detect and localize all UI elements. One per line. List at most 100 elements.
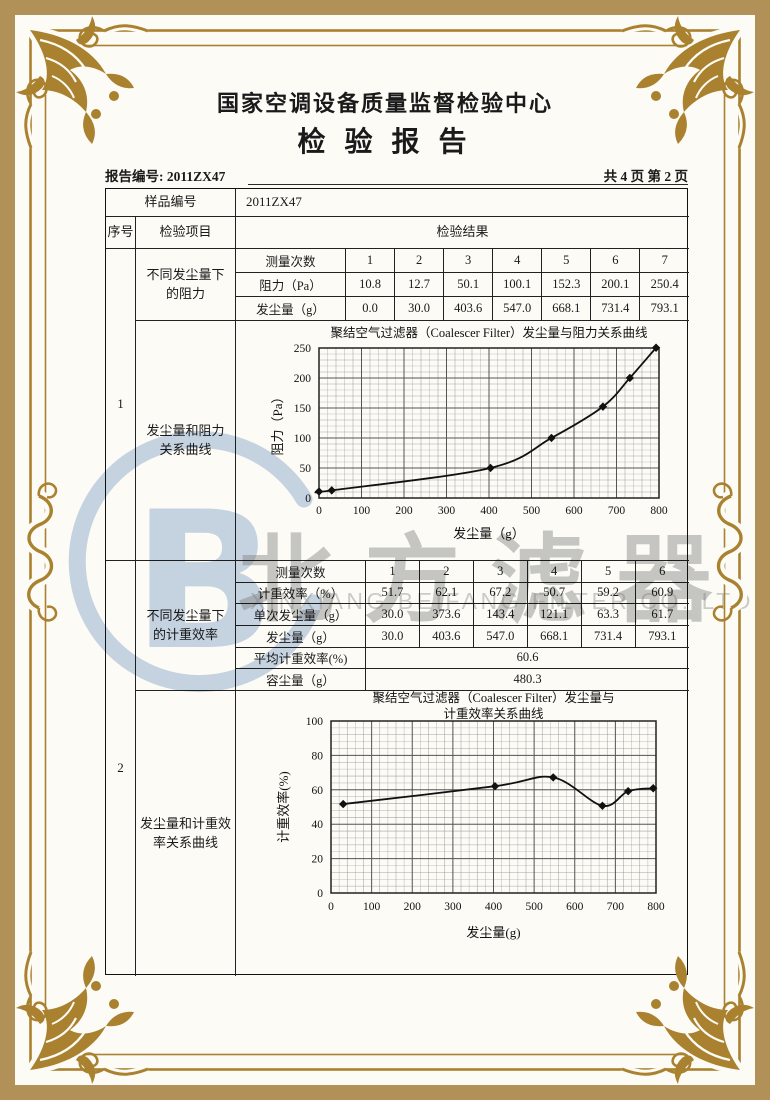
table-cell: 1 xyxy=(344,248,396,273)
y-axis-label: 计重效率(%) xyxy=(276,771,291,843)
table-cell: 403.6 xyxy=(443,296,494,321)
row-label: 阻力（Pa） xyxy=(235,271,346,298)
data-point-marker xyxy=(490,781,500,791)
table-cell: 0.0 xyxy=(344,296,396,321)
section1-seq: 1 xyxy=(106,249,136,561)
efficiency-data-table: 测量次数 1 2 3 4 5 6 计重效率（%） 51.7 62.1 67.2 50.7 59.2 60.… xyxy=(235,560,690,691)
table-cell: 30.0 xyxy=(365,624,420,648)
y-tick-label: 80 xyxy=(312,750,324,762)
y-tick-label: 100 xyxy=(306,716,324,728)
table-cell: 5 xyxy=(541,248,592,273)
data-point-marker xyxy=(314,487,324,496)
table-cell: 403.6 xyxy=(418,624,474,648)
x-tick-label: 300 xyxy=(444,901,462,913)
col-header-seq: 序号 xyxy=(106,217,136,249)
sample-number-value: 2011ZX47 xyxy=(236,189,689,217)
merged-value-cell: 480.3 xyxy=(365,668,690,691)
table-cell: 5 xyxy=(580,560,636,583)
x-axis-label: 发尘量(g) xyxy=(466,925,520,940)
y-axis-label: 阻力（Pa） xyxy=(270,390,285,455)
table-cell: 731.4 xyxy=(590,296,641,321)
data-point-marker xyxy=(338,799,348,809)
resistance-chart-region: 聚结空气过滤器（Coalescer Filter）发尘量与阻力关系曲线 0 100 2… xyxy=(236,321,689,561)
table-cell: 3 xyxy=(443,248,494,273)
table-cell: 547.0 xyxy=(472,624,528,648)
x-tick-label: 200 xyxy=(404,901,422,913)
table-cell: 50.1 xyxy=(443,271,494,298)
table-cell: 793.1 xyxy=(639,296,690,321)
chart-title: 聚结空气过滤器（Coalescer Filter）发尘量与 xyxy=(373,691,615,705)
table-cell: 50.7 xyxy=(526,581,582,605)
table-cell: 100.1 xyxy=(492,271,543,298)
chart-title: 聚结空气过滤器（Coalescer Filter）发尘量与阻力关系曲线 xyxy=(331,325,648,340)
report-underline xyxy=(248,184,688,185)
table-cell: 1 xyxy=(365,560,420,583)
x-tick-label: 400 xyxy=(480,505,498,517)
table-cell: 30.0 xyxy=(365,603,420,626)
table-cell: 200.1 xyxy=(590,271,641,298)
table-cell: 60.9 xyxy=(634,581,690,605)
table-cell: 121.1 xyxy=(526,603,582,626)
y-tick-label: 250 xyxy=(294,343,312,355)
x-axis-label: 发尘量（g） xyxy=(453,526,525,541)
table-cell: 6 xyxy=(634,560,690,583)
table-cell: 250.4 xyxy=(639,271,690,298)
sample-number-label: 样品编号 xyxy=(106,189,236,217)
resistance-data-table: 测量次数 1 2 3 4 5 6 7 阻力（Pa） 10.8 12.7 50.1 100.1 152.3 2… xyxy=(235,248,690,321)
x-tick-label: 0 xyxy=(328,901,334,913)
table-cell: 10.8 xyxy=(344,271,396,298)
table-cell: 30.0 xyxy=(394,296,445,321)
col-header-item: 检验项目 xyxy=(136,217,236,249)
x-tick-label: 600 xyxy=(565,505,583,517)
data-point-marker xyxy=(327,486,336,495)
table-cell: 51.7 xyxy=(365,581,420,605)
page-title: 国家空调设备质量监督检验中心 xyxy=(216,91,553,116)
section1-item-resistance: 不同发尘量下 的阻力 xyxy=(136,249,236,321)
inspection-table: 样品编号 2011ZX47 序号 检验项目 检验结果 1 不同发尘量下 的阻力 … xyxy=(105,188,690,976)
row-label: 测量次数 xyxy=(235,560,366,583)
table-cell: 143.4 xyxy=(472,603,528,626)
section1-item-curve: 发尘量和阻力 关系曲线 xyxy=(136,321,236,561)
row-label: 单次发尘量（g） xyxy=(235,603,366,626)
x-tick-label: 100 xyxy=(353,505,371,517)
x-tick-label: 700 xyxy=(608,505,626,517)
table-cell: 3 xyxy=(472,560,528,583)
merged-value-cell: 60.6 xyxy=(365,646,690,670)
y-tick-label: 200 xyxy=(294,373,312,385)
table-cell: 59.2 xyxy=(580,581,636,605)
y-tick-label: 20 xyxy=(312,854,324,866)
y-tick-label: 60 xyxy=(312,785,324,797)
x-tick-label: 500 xyxy=(523,505,541,517)
data-point-marker xyxy=(598,801,607,810)
row-label: 计重效率（%） xyxy=(235,581,366,605)
x-tick-label: 500 xyxy=(526,901,544,913)
x-tick-label: 300 xyxy=(438,505,456,517)
section2-item-curve: 发尘量和计重效 率关系曲线 xyxy=(136,691,236,976)
table-cell: 547.0 xyxy=(492,296,543,321)
table-cell: 4 xyxy=(526,560,582,583)
table-cell: 731.4 xyxy=(580,624,636,648)
y-tick-label: 0 xyxy=(305,493,311,505)
x-tick-label: 200 xyxy=(395,505,413,517)
report-number: 报告编号: 2011ZX47 xyxy=(105,169,226,184)
table-cell: 668.1 xyxy=(541,296,592,321)
table-cell: 793.1 xyxy=(634,624,690,648)
table-cell: 152.3 xyxy=(541,271,592,298)
data-curve xyxy=(343,775,654,807)
x-tick-label: 800 xyxy=(650,505,668,517)
x-tick-label: 400 xyxy=(485,901,503,913)
table-cell: 668.1 xyxy=(526,624,582,648)
row-label: 平均计重效率(%) xyxy=(235,646,366,670)
table1-grid: 测量次数 1 2 3 4 5 6 7 阻力（Pa） 10.8 12.7 50.1 100.1 152.3 2… xyxy=(235,248,690,321)
resistance-curve-chart: 聚结空气过滤器（Coalescer Filter）发尘量与阻力关系曲线 0 100 2… xyxy=(270,325,668,541)
table-cell: 12.7 xyxy=(394,271,445,298)
x-tick-label: 100 xyxy=(363,901,381,913)
x-tick-label: 700 xyxy=(607,901,625,913)
section2-seq: 2 xyxy=(106,561,136,976)
row-label: 发尘量（g） xyxy=(235,296,346,321)
table-cell: 63.3 xyxy=(580,603,636,626)
x-tick-label: 0 xyxy=(316,505,322,517)
table-cell: 61.7 xyxy=(634,603,690,626)
row-label: 测量次数 xyxy=(235,248,346,273)
